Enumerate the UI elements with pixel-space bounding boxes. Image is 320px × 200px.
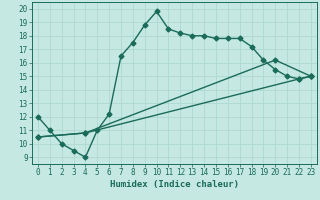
X-axis label: Humidex (Indice chaleur): Humidex (Indice chaleur) (110, 180, 239, 189)
